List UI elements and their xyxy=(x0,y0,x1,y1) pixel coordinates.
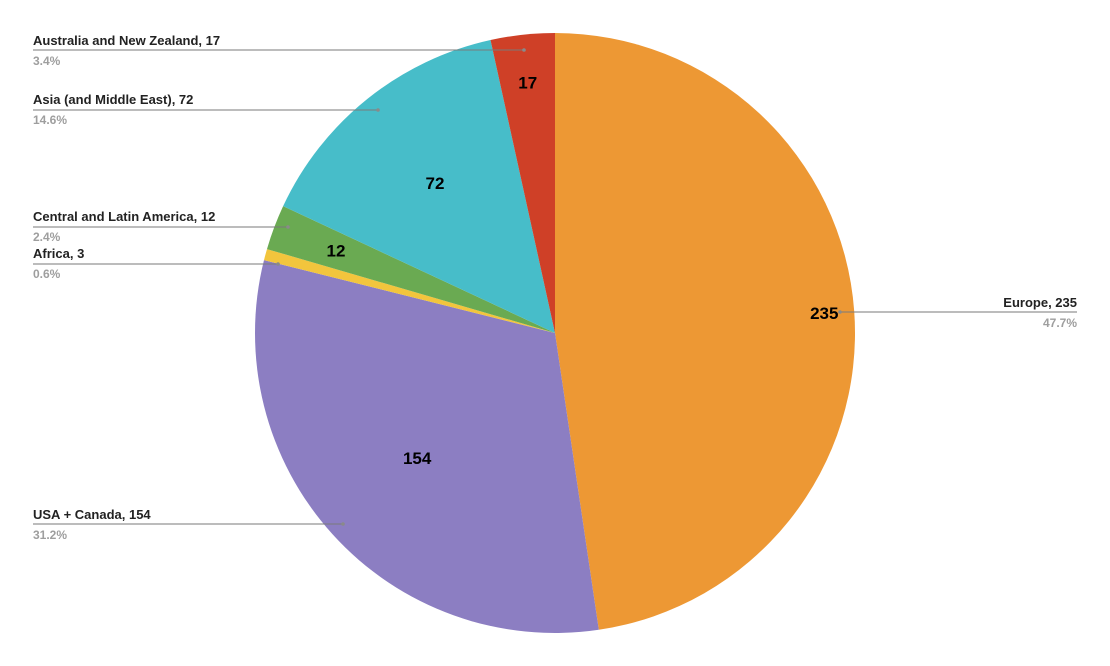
slice-value-label-europe: 235 xyxy=(810,304,838,323)
callout-percent-africa: 0.6% xyxy=(33,267,61,281)
callout-label-australia-new-zealand: Australia and New Zealand, 17 xyxy=(33,33,220,48)
slice-value-label-asia-middle-east: 72 xyxy=(425,174,444,193)
callout-dot-central-latin-america xyxy=(286,225,290,229)
callout-percent-asia-middle-east: 14.6% xyxy=(33,113,67,127)
pie-callouts: Europe, 235 47.7% USA + Canada, 154 31.2% Af… xyxy=(33,33,1077,542)
callout-label-asia-middle-east: Asia (and Middle East), 72 xyxy=(33,92,193,107)
pie-slice-asia-middle-east xyxy=(283,40,555,334)
pie-slice-australia-new-zealand xyxy=(490,33,555,333)
pie-slice-europe xyxy=(555,33,856,630)
pie-slices xyxy=(254,33,856,633)
callout-dot-africa xyxy=(276,262,280,266)
callout-percent-australia-new-zealand: 3.4% xyxy=(33,54,61,68)
callout-label-usa-canada: USA + Canada, 154 xyxy=(33,507,151,522)
callout-dot-usa-canada xyxy=(341,522,345,526)
callout-label-africa: Africa, 3 xyxy=(33,246,84,261)
slice-value-label-central-latin-america: 12 xyxy=(327,242,346,261)
callout-dot-australia-new-zealand xyxy=(522,48,526,52)
callout-dot-europe xyxy=(838,310,842,314)
pie-slice-central-latin-america xyxy=(266,206,555,333)
callout-percent-usa-canada: 31.2% xyxy=(33,528,67,542)
callout-percent-central-latin-america: 2.4% xyxy=(33,230,61,244)
pie-slice-labels: 235 154 12 72 17 xyxy=(327,73,839,467)
pie-slice-africa xyxy=(263,249,555,333)
callout-label-europe: Europe, 235 xyxy=(1003,295,1077,310)
callout-label-central-latin-america: Central and Latin America, 12 xyxy=(33,209,215,224)
pie-slice-usa-canada xyxy=(254,260,599,633)
callout-percent-europe: 47.7% xyxy=(1043,316,1077,330)
slice-value-label-australia-new-zealand: 17 xyxy=(518,73,537,92)
slice-value-label-usa-canada: 154 xyxy=(403,449,432,468)
callout-dot-asia-middle-east xyxy=(376,108,380,112)
